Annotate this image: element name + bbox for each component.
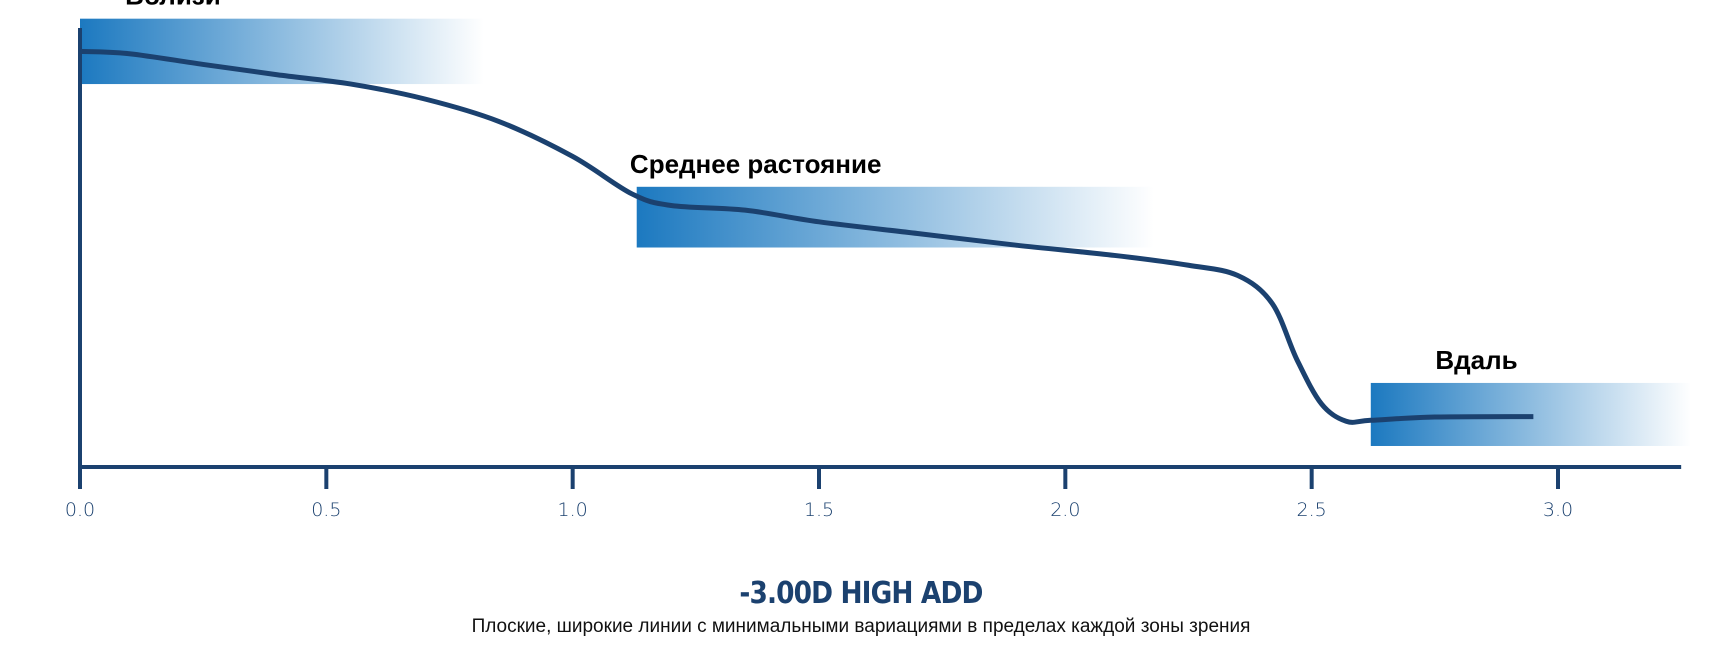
chart-subtitle: Плоские, широкие линии с минимальными ва… (471, 616, 1251, 637)
zones-layer (80, 18, 1692, 446)
zone-band-2 (636, 186, 1155, 248)
series-line-1 (79, 48, 1534, 425)
series-layer (79, 48, 1534, 425)
x-tick-label-1: 0.5 (311, 499, 341, 521)
x-tick-label-6: 3.0 (1543, 499, 1573, 521)
x-tick-label-0: 0.0 (65, 499, 95, 521)
x-tick-label-3: 1.5 (804, 499, 834, 521)
x-tick-label-4: 2.0 (1050, 499, 1080, 521)
labels-layer: Вблизи Среднее растояние Вдаль (125, 0, 1517, 375)
zone-label-3: Вдаль (1435, 345, 1517, 375)
zone-label-1: Вблизи (125, 0, 221, 11)
x-tick-label-2: 1.0 (558, 499, 588, 521)
chart-title: -3.00D HIGH ADD (739, 576, 983, 611)
axes-layer: 0.0 0.5 1.0 1.5 2.0 2.5 3.0 (65, 28, 1682, 521)
x-tick-label-5: 2.5 (1297, 499, 1327, 521)
zone-label-2: Среднее растояние (630, 149, 882, 179)
